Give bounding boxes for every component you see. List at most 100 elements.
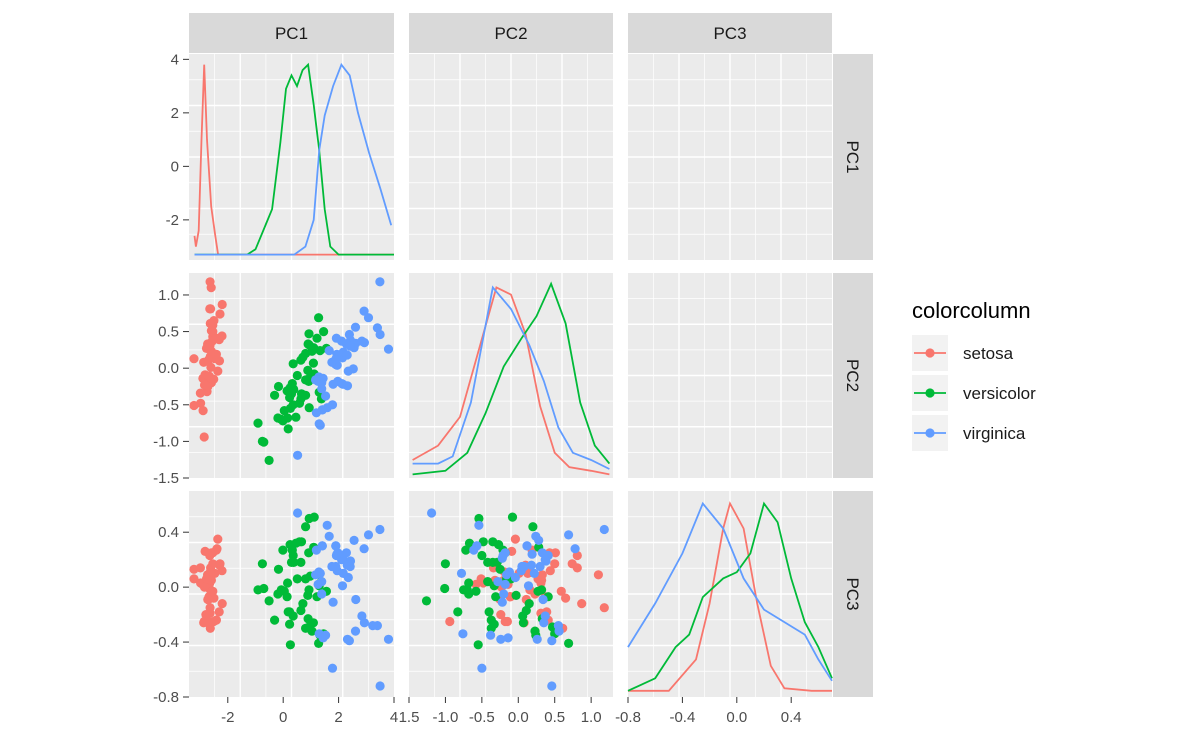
legend-key-point: [925, 348, 935, 358]
point-virginica: [529, 568, 539, 579]
point-versicolor: [303, 590, 313, 601]
point-setosa: [217, 566, 227, 576]
y-tick-label: 4: [171, 51, 179, 68]
point-setosa: [445, 616, 455, 627]
x-tick-label: 0.0: [726, 709, 747, 726]
x-tick-label: 0.0: [508, 709, 529, 726]
point-setosa: [215, 309, 225, 319]
point-setosa: [599, 603, 609, 613]
point-versicolor: [285, 640, 295, 650]
point-versicolor: [495, 564, 505, 574]
point-virginica: [564, 530, 574, 540]
point-virginica: [343, 366, 353, 376]
point-virginica: [503, 633, 513, 643]
point-virginica: [534, 535, 544, 546]
strip-right-pc2: [833, 273, 873, 478]
point-versicolor: [301, 390, 311, 400]
point-setosa: [208, 586, 218, 596]
point-setosa: [213, 366, 223, 376]
x-tick-label: 4: [390, 709, 398, 726]
y-tick-label: 0.0: [158, 579, 179, 596]
point-setosa: [201, 343, 212, 353]
point-setosa: [205, 623, 215, 633]
legend: colorcolumn setosa versicolor virginica: [912, 298, 1036, 451]
density-line-virginica: [412, 285, 610, 470]
y-tick-label: -2: [166, 212, 179, 229]
legend-item-versicolor: versicolor: [912, 375, 1036, 411]
y-tick-label: -0.5: [153, 397, 179, 414]
point-virginica: [317, 541, 327, 551]
point-versicolor: [288, 400, 298, 410]
point-setosa: [572, 563, 582, 573]
point-virginica: [497, 597, 507, 607]
point-versicolor: [312, 333, 322, 343]
point-setosa: [550, 559, 560, 569]
point-setosa: [211, 615, 221, 625]
point-virginica: [359, 306, 369, 316]
x-tick-label: -0.8: [615, 709, 641, 726]
strip-right-pc1: [833, 54, 873, 260]
point-virginica: [458, 629, 468, 639]
density-line-setosa: [412, 286, 610, 476]
point-virginica: [345, 341, 355, 351]
point-versicolor: [283, 413, 293, 423]
density-line-virginica: [627, 501, 833, 682]
point-virginica: [331, 541, 341, 551]
point-versicolor: [298, 599, 308, 609]
point-versicolor: [473, 640, 483, 650]
point-virginica: [322, 520, 332, 530]
x-tick-label: -1.0: [432, 709, 458, 726]
point-virginica: [375, 681, 385, 691]
point-setosa: [205, 608, 215, 618]
x-tick-label: 0.4: [781, 709, 802, 726]
panel-pc3-pc2: [409, 491, 613, 697]
point-versicolor: [308, 358, 318, 368]
point-setosa: [213, 534, 223, 544]
point-versicolor: [282, 592, 292, 602]
point-setosa: [208, 320, 218, 330]
point-virginica: [338, 379, 348, 389]
point-setosa: [208, 559, 218, 569]
point-virginica: [350, 626, 361, 636]
point-setosa: [217, 599, 227, 609]
x-tick-label: -0.4: [669, 709, 695, 726]
point-setosa: [205, 304, 215, 314]
point-virginica: [293, 508, 303, 518]
panel-pc2-pc1: [189, 273, 394, 478]
point-setosa: [199, 616, 209, 627]
point-setosa: [214, 607, 224, 617]
point-virginica: [293, 450, 303, 460]
point-virginica: [328, 597, 338, 607]
point-virginica: [314, 419, 324, 429]
point-virginica: [321, 391, 331, 401]
point-setosa: [189, 574, 199, 584]
x-tick-label: 0.5: [544, 709, 565, 726]
x-tick-label: 2: [334, 709, 342, 726]
strip-top-pc2: [409, 13, 613, 53]
point-virginica: [318, 373, 328, 383]
x-tick-label: -2: [221, 709, 234, 726]
strip-top-pc1: [189, 13, 394, 53]
point-virginica: [510, 572, 520, 583]
point-versicolor: [288, 359, 298, 369]
point-versicolor: [304, 403, 314, 413]
point-setosa: [205, 550, 215, 561]
point-versicolor: [483, 577, 493, 587]
panel-pc3-pc1: [189, 491, 394, 697]
point-virginica: [527, 549, 537, 559]
point-virginica: [324, 531, 334, 541]
point-virginica: [311, 375, 321, 385]
y-tick-label: 0.4: [158, 524, 179, 541]
point-versicolor: [461, 545, 471, 555]
panel-pc3-pc3: [627, 491, 833, 697]
point-setosa: [217, 299, 227, 310]
point-virginica: [311, 570, 321, 580]
point-setosa: [195, 563, 205, 573]
point-setosa: [496, 610, 506, 620]
point-virginica: [357, 611, 367, 621]
strip-top-label: PC2: [494, 24, 527, 43]
axis-ticks: -2 0 2 4 -1.5 -1.0 -0.5 0.0 0.5 1.0 -0.8 -0.4 0.0 0.4…: [153, 51, 801, 726]
point-setosa: [199, 432, 209, 442]
point-versicolor: [309, 512, 319, 522]
